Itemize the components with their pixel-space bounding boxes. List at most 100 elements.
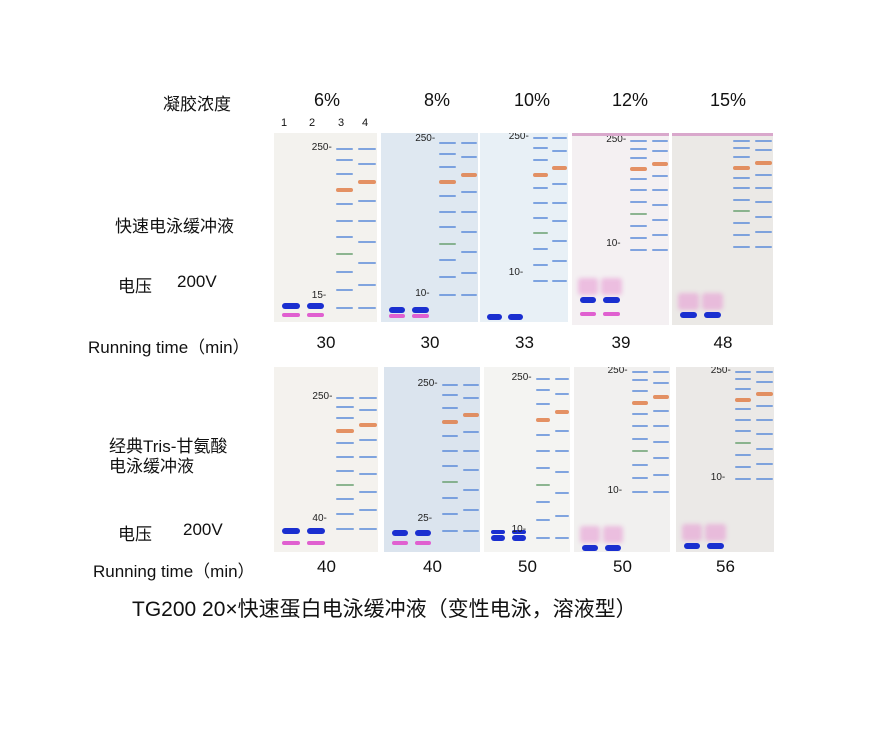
sample-band-blue — [683, 542, 701, 549]
marker-band — [359, 408, 377, 411]
marker-band — [439, 242, 456, 245]
marker-band — [358, 199, 376, 202]
marker-band — [754, 215, 772, 218]
marker-band — [630, 177, 647, 180]
pink-haze — [705, 524, 727, 541]
marker-band — [460, 210, 478, 213]
marker-band — [631, 400, 648, 405]
marker-band — [335, 203, 354, 206]
marker-band — [359, 423, 377, 428]
marker-band — [535, 417, 551, 422]
marker-band — [756, 462, 774, 465]
sample-band-blue — [391, 529, 408, 536]
marker-band — [651, 249, 669, 252]
marker-band — [652, 381, 670, 384]
fast-buffer-label: 快速电泳缓冲液 — [115, 217, 234, 236]
marker-band — [336, 527, 355, 530]
marker-band — [532, 136, 548, 139]
marker-band — [734, 419, 752, 422]
marker-band — [734, 453, 752, 456]
voltage-label: 电压 — [118, 277, 152, 296]
marker-size-label: 25- — [417, 512, 433, 524]
marker-band — [532, 264, 548, 267]
marker-band — [630, 224, 647, 227]
marker-band — [460, 272, 478, 275]
marker-band — [358, 284, 376, 287]
marker-band — [532, 216, 548, 219]
gel-image: 250- 10- — [676, 367, 774, 552]
marker-band — [630, 236, 647, 239]
gel-image: 250- 10- — [572, 133, 669, 325]
marker-band — [552, 136, 568, 139]
marker-band — [754, 149, 772, 152]
sample-band-blue — [680, 311, 698, 318]
marker-band — [462, 529, 480, 532]
marker-size-label: 250- — [415, 133, 436, 144]
marker-size-label: 250- — [508, 133, 529, 142]
marker-band — [732, 187, 750, 190]
marker-band — [734, 430, 752, 433]
marker-band — [734, 441, 752, 444]
pink-haze — [579, 526, 600, 543]
sample-band-blue — [282, 527, 300, 534]
marker-band — [439, 276, 456, 279]
marker-band — [630, 167, 647, 172]
sample-band-blue — [412, 306, 429, 313]
marker-band — [441, 420, 458, 425]
marker-band — [652, 395, 670, 400]
marker-band — [756, 392, 774, 397]
marker-band — [554, 470, 570, 473]
marker-band — [554, 514, 570, 517]
marker-band — [441, 464, 458, 467]
marker-band — [462, 383, 480, 386]
sample-band-blue — [511, 535, 527, 542]
marker-band — [652, 370, 670, 373]
marker-band — [462, 508, 480, 511]
marker-band — [439, 166, 456, 169]
marker-band — [756, 405, 774, 408]
marker-band — [552, 183, 568, 186]
marker-band — [535, 389, 551, 392]
marker-band — [359, 473, 377, 476]
marker-band — [652, 473, 670, 476]
marker-band — [754, 139, 772, 142]
marker-band — [756, 433, 774, 436]
running-time-label: Running time（min） — [93, 562, 255, 581]
marker-size-label: 250- — [312, 390, 333, 402]
marker-size-label: 10- — [415, 287, 430, 299]
marker-size-label: 10- — [710, 472, 726, 483]
voltage-label: 电压 — [118, 525, 152, 544]
marker-band — [336, 498, 355, 501]
marker-band — [460, 230, 478, 233]
marker-band — [460, 156, 478, 159]
marker-band — [732, 245, 750, 248]
running-time-value: 33 — [515, 333, 534, 352]
marker-size-label: 15- — [311, 289, 327, 301]
concentration-6: 6% — [314, 90, 341, 110]
marker-band — [554, 410, 570, 415]
sample-band-blue — [579, 296, 597, 303]
marker-band — [754, 230, 772, 233]
marker-band — [335, 148, 354, 151]
marker-size-label: 250- — [511, 372, 532, 384]
marker-band — [630, 157, 647, 159]
marker-band — [631, 463, 648, 466]
marker-band — [631, 389, 648, 392]
marker-band — [358, 306, 376, 309]
sample-band-blue — [603, 296, 620, 303]
marker-band — [532, 232, 548, 235]
marker-band — [552, 280, 568, 283]
marker-band — [441, 383, 458, 386]
marker-band — [734, 478, 752, 480]
marker-band — [756, 370, 774, 373]
marker-size-label: 250- — [710, 367, 731, 376]
marker-band — [754, 187, 772, 190]
marker-band — [532, 201, 548, 204]
gel-image: 250- 10- — [484, 367, 570, 552]
marker-band — [441, 496, 458, 499]
marker-band — [358, 219, 376, 222]
marker-band — [631, 490, 648, 493]
sample-band-blue — [306, 303, 325, 310]
classic-buffer-label-line2: 电泳缓冲液 — [109, 457, 194, 476]
marker-band — [359, 396, 377, 399]
